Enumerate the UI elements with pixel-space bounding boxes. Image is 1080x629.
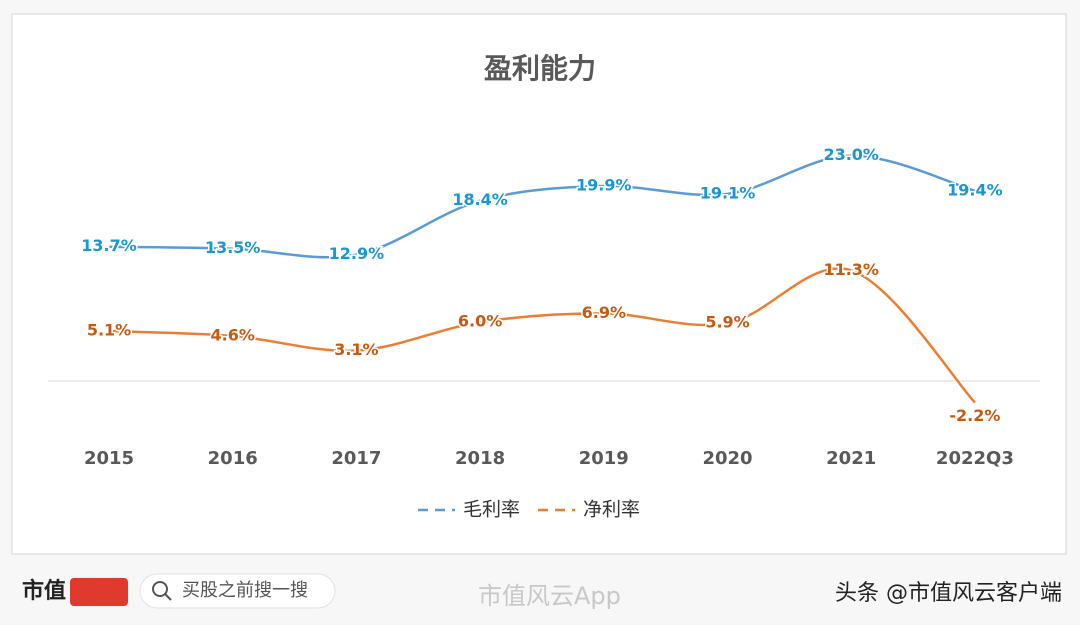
data-label: -2.2% — [949, 406, 1000, 425]
data-label: 13.5% — [205, 238, 261, 257]
series-line — [108, 267, 976, 404]
data-label: 11.3% — [823, 260, 879, 279]
data-label: 3.1% — [334, 340, 378, 359]
watermark: 市值风云App — [478, 582, 621, 610]
data-label: 19.1% — [700, 183, 756, 202]
data-label: 12.9% — [329, 244, 385, 263]
data-label: 4.6% — [211, 325, 255, 344]
chart-card — [11, 13, 1067, 555]
chart-title: 盈利能力 — [484, 52, 596, 85]
search-icon — [152, 581, 168, 597]
data-label: 5.1% — [87, 321, 131, 340]
data-label: 19.9% — [576, 175, 632, 194]
x-tick-label: 2018 — [455, 448, 505, 469]
legend-label: 毛利率 — [463, 499, 520, 521]
search-icon — [164, 593, 172, 601]
x-tick-label: 2015 — [84, 448, 134, 469]
data-label: 5.9% — [705, 313, 749, 332]
x-tick-label: 2021 — [826, 448, 876, 469]
plot: 2015 2016 2017 2018 2019 2020 2021 2022Q3 13.7% 1… — [80, 144, 1014, 521]
x-tick-label: 2022Q3 — [936, 448, 1014, 469]
data-label: 23.0% — [823, 145, 879, 164]
data-label: 13.7% — [81, 236, 137, 255]
x-tick-label: 2016 — [208, 448, 258, 469]
brand: 市值 — [22, 578, 66, 604]
data-label: 6.0% — [458, 312, 502, 331]
data-label: 19.4% — [947, 180, 1003, 199]
data-label: 18.4% — [452, 190, 508, 209]
x-tick-label: 2020 — [702, 448, 752, 469]
x-tick-label: 2019 — [579, 448, 629, 469]
source: 头条 @市值风云客户端 — [835, 581, 1062, 606]
legend-label: 净利率 — [583, 499, 640, 521]
search-text[interactable]: 买股之前搜一搜 — [182, 580, 308, 601]
data-label: 6.9% — [582, 303, 626, 322]
brand-logo — [70, 578, 128, 606]
search-box[interactable] — [139, 573, 336, 609]
series-line — [108, 154, 976, 259]
x-tick-label: 2017 — [331, 448, 381, 469]
